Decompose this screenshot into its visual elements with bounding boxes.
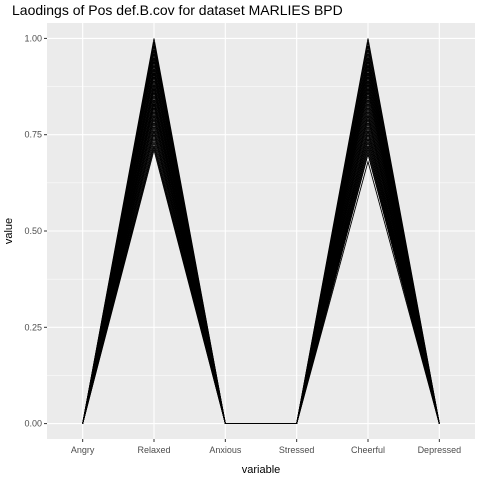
y-tick-label: 1.00 [24, 33, 42, 43]
x-axis-title: variable [242, 464, 281, 476]
x-tick-label: Depressed [418, 445, 462, 455]
x-tick-label: Relaxed [137, 445, 170, 455]
x-tick-label: Stressed [279, 445, 315, 455]
y-axis-title: value [3, 218, 15, 244]
series-line [82, 103, 440, 425]
y-tick-label: 0.50 [24, 226, 42, 236]
grid-lines [47, 23, 475, 439]
axes: 0.00 0.25 0.50 0.75 1.00 Angry Relaxed Anxious S… [24, 33, 461, 455]
y-tick-label: 0.00 [24, 419, 42, 429]
x-tick-label: Anxious [209, 445, 242, 455]
x-tick-label: Angry [71, 445, 95, 455]
chart-title: Laodings of Pos def.B.cov for dataset MA… [12, 2, 343, 18]
y-tick-label: 0.25 [24, 322, 42, 332]
x-tick-label: Cheerful [351, 445, 385, 455]
series-lines [82, 38, 440, 425]
y-tick-label: 0.75 [24, 130, 42, 140]
